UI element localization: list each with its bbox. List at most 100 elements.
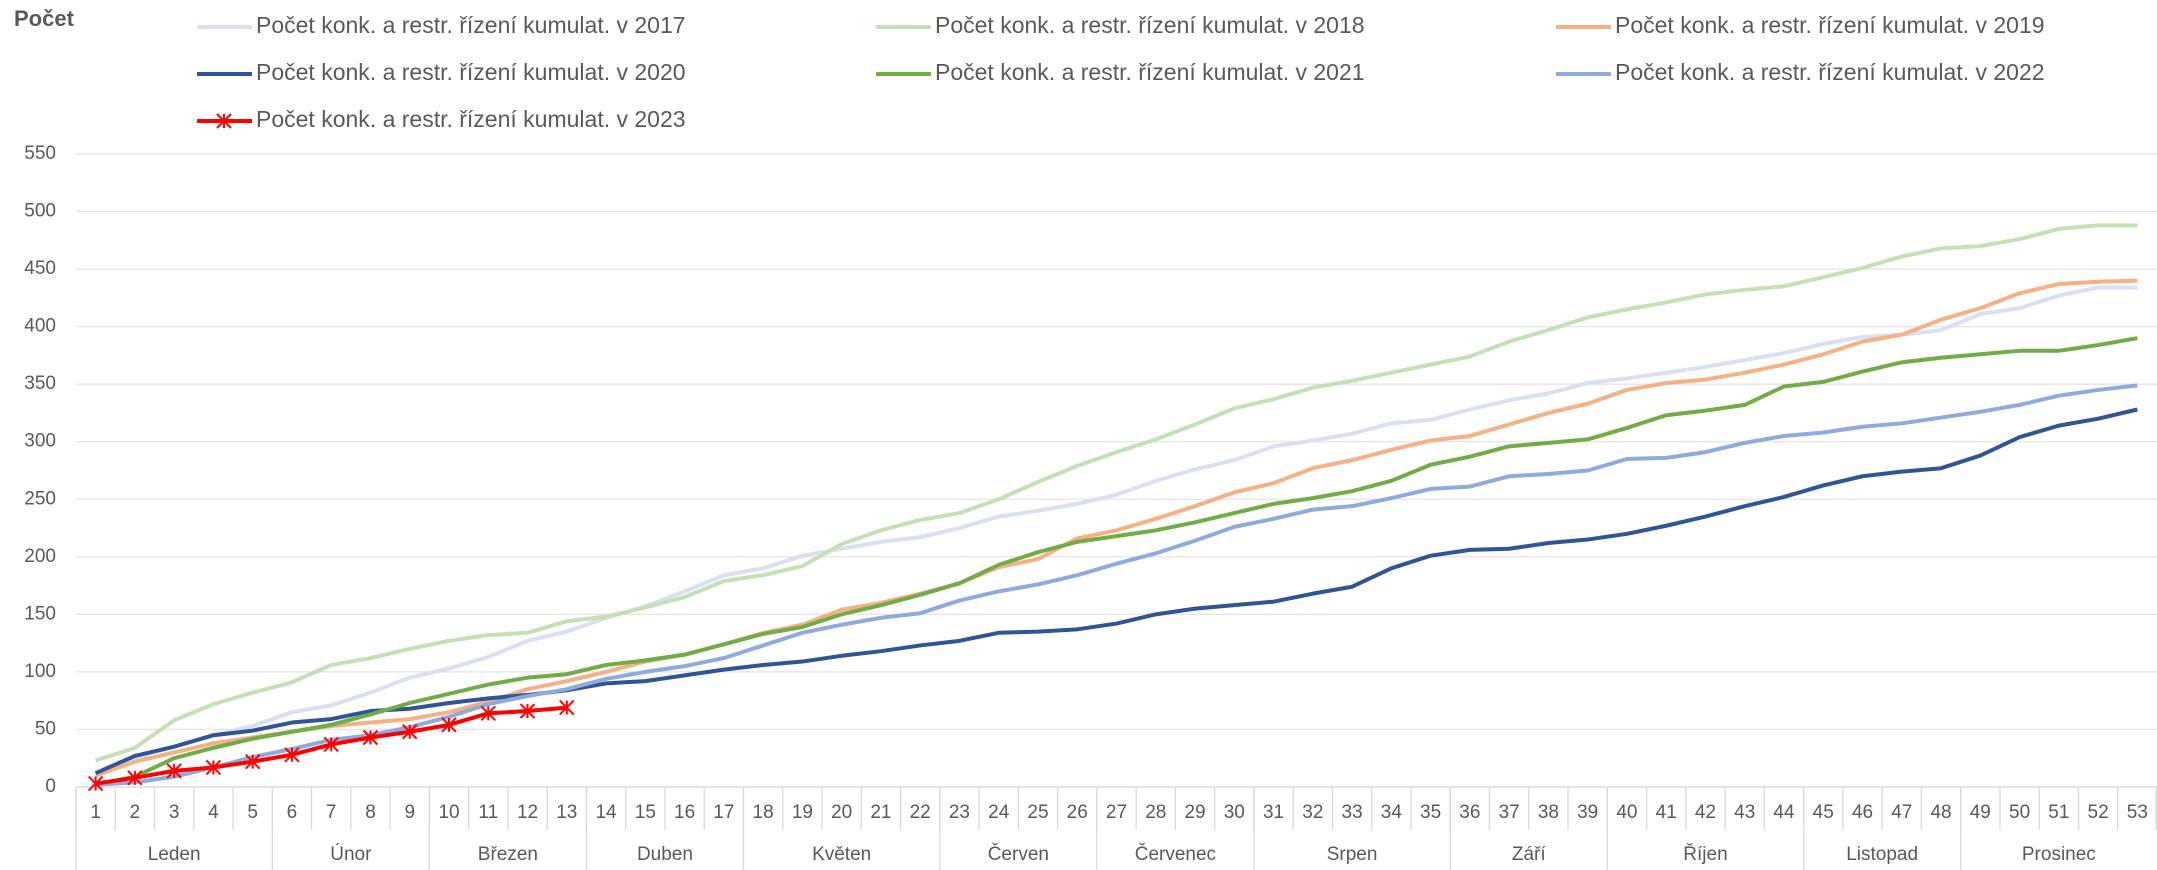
- x-tick-label: 38: [1538, 802, 1559, 823]
- x-tick-label: 3: [169, 802, 180, 823]
- marker: [519, 703, 536, 719]
- x-tick-label: 53: [2127, 802, 2148, 823]
- x-tick-label: 42: [1695, 802, 1716, 823]
- y-tick-label: 100: [24, 661, 56, 682]
- y-tick-label: 450: [24, 258, 56, 279]
- x-tick-label: 34: [1381, 802, 1403, 823]
- month-label: Listopad: [1846, 844, 1918, 865]
- x-tick-label: 50: [2009, 802, 2030, 823]
- marker: [216, 113, 232, 129]
- legend-label: Počet konk. a restr. řízení kumulat. v 2…: [1615, 12, 2045, 38]
- legend-label: Počet konk. a restr. řízení kumulat. v 2…: [256, 12, 686, 38]
- y-tick-label: 300: [24, 431, 56, 452]
- legend-label: Počet konk. a restr. řízení kumulat. v 2…: [935, 12, 1365, 38]
- month-label: Září: [1512, 844, 1547, 865]
- marker: [480, 705, 496, 722]
- month-label: Duben: [637, 844, 693, 865]
- x-tick-label: 6: [287, 802, 298, 823]
- marker: [362, 729, 379, 746]
- marker: [166, 763, 182, 779]
- marker: [127, 770, 143, 786]
- x-tick-label: 47: [1891, 802, 1912, 823]
- legend-label: Počet konk. a restr. řízení kumulat. v 2…: [935, 59, 1365, 85]
- series-line: [94, 285, 2138, 776]
- legend-label: Počet konk. a restr. řízení kumulat. v 2…: [256, 59, 686, 85]
- x-tick-label: 11: [478, 802, 498, 823]
- x-tick-label: 8: [365, 802, 376, 823]
- y-axis-label: Počet: [14, 6, 75, 31]
- x-tick-label: 45: [1813, 802, 1834, 823]
- x-tick-label: 51: [2048, 802, 2069, 823]
- x-tick-label: 9: [404, 802, 415, 823]
- y-tick-label: 350: [24, 373, 56, 394]
- x-tick-label: 43: [1734, 802, 1755, 823]
- marker: [402, 724, 418, 740]
- month-label: Červen: [988, 843, 1049, 865]
- y-tick-label: 150: [24, 603, 56, 624]
- x-tick-label: 21: [870, 802, 891, 823]
- marker: [284, 747, 300, 763]
- month-label: Prosinec: [2022, 844, 2096, 865]
- x-tick-label: 44: [1773, 802, 1795, 823]
- month-label: Květen: [812, 844, 871, 865]
- x-tick-label: 30: [1224, 802, 1245, 823]
- month-label: Březen: [478, 844, 538, 865]
- x-tick-label: 48: [1930, 802, 1951, 823]
- y-tick-label: 500: [24, 201, 56, 222]
- x-tick-label: 33: [1342, 802, 1363, 823]
- x-tick-label: 18: [753, 802, 774, 823]
- y-tick-label: 50: [35, 718, 56, 739]
- x-tick-label: 14: [595, 802, 617, 823]
- x-tick-label: 2: [130, 802, 141, 823]
- marker: [559, 699, 575, 716]
- y-tick-label: 0: [45, 776, 56, 797]
- y-tick-label: 550: [24, 143, 56, 164]
- marker: [205, 759, 222, 776]
- x-tick-label: 32: [1302, 802, 1323, 823]
- series-line: [95, 223, 2138, 763]
- month-label: Říjen: [1683, 843, 1727, 865]
- x-tick-label: 31: [1263, 802, 1284, 823]
- marker: [244, 753, 261, 770]
- legend-label: Počet konk. a restr. řízení kumulat. v 2…: [256, 106, 686, 132]
- series-line: [95, 383, 2138, 787]
- y-tick-label: 200: [24, 546, 56, 567]
- y-tick-label: 400: [24, 316, 56, 337]
- x-tick-label: 37: [1499, 802, 1520, 823]
- legend-label: Počet konk. a restr. řízení kumulat. v 2…: [1615, 59, 2045, 85]
- marker: [87, 775, 104, 792]
- x-tick-label: 10: [438, 802, 459, 823]
- x-tick-label: 19: [792, 802, 813, 823]
- x-tick-label: 15: [635, 802, 656, 823]
- marker: [323, 736, 339, 753]
- y-tick-label: 250: [24, 488, 56, 509]
- series-line: [95, 336, 2138, 787]
- x-tick-label: 23: [949, 802, 970, 823]
- month-label: Srpen: [1327, 844, 1378, 865]
- x-tick-label: 41: [1656, 802, 1677, 823]
- x-tick-label: 24: [988, 802, 1010, 823]
- x-tick-label: 26: [1067, 802, 1088, 823]
- x-tick-label: 17: [713, 802, 734, 823]
- x-tick-label: 35: [1420, 802, 1441, 823]
- x-tick-label: 13: [556, 802, 577, 823]
- x-tick-label: 12: [517, 802, 538, 823]
- month-label: Únor: [330, 843, 372, 865]
- x-tick-label: 20: [831, 802, 852, 823]
- x-tick-label: 49: [1970, 802, 1991, 823]
- x-tick-label: 39: [1577, 802, 1598, 823]
- x-tick-label: 25: [1027, 802, 1048, 823]
- x-tick-label: 4: [208, 802, 219, 823]
- month-label: Červenec: [1135, 843, 1216, 865]
- x-tick-label: 1: [90, 802, 101, 823]
- series-line: [94, 407, 2138, 776]
- marker: [441, 717, 457, 733]
- x-tick-label: 46: [1852, 802, 1873, 823]
- x-tick-label: 22: [910, 802, 931, 823]
- x-tick-label: 40: [1616, 802, 1637, 823]
- x-tick-label: 5: [247, 802, 258, 823]
- x-tick-label: 36: [1459, 802, 1480, 823]
- x-tick-label: 27: [1106, 802, 1127, 823]
- x-tick-label: 29: [1184, 802, 1205, 823]
